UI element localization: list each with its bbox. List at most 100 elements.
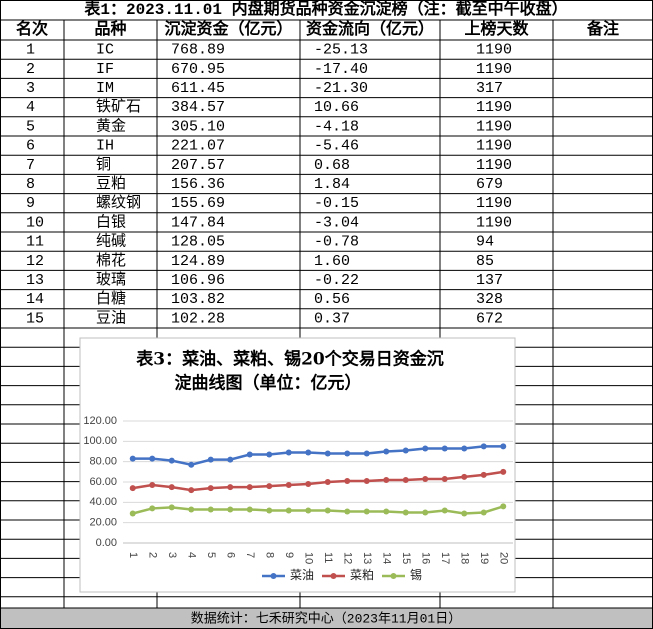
x-tick-label: 6 <box>224 552 236 558</box>
point <box>402 447 409 454</box>
legend-marker <box>270 573 277 579</box>
point <box>207 485 214 492</box>
table-cell: 147.84 <box>171 214 225 231</box>
table-cell: -21.30 <box>314 80 368 97</box>
point <box>149 505 156 512</box>
header-cell: 上榜天数 <box>464 19 529 39</box>
point <box>461 510 468 517</box>
table-cell: 2 <box>26 61 35 78</box>
point <box>480 443 487 450</box>
table-cell: 85 <box>476 253 494 270</box>
table-cell: 1 <box>26 42 35 59</box>
point <box>500 503 507 510</box>
point <box>188 461 195 468</box>
table-cell: 1190 <box>476 214 512 231</box>
table-cell: 11 <box>26 234 44 251</box>
x-tick-label: 19 <box>478 552 490 564</box>
x-tick-label: 17 <box>439 552 451 564</box>
point <box>285 449 292 456</box>
table-cell: 384.57 <box>171 99 225 116</box>
table-cell: 白糖 <box>96 290 126 308</box>
table-cell: 1.60 <box>314 253 350 270</box>
table-cell: 6 <box>26 138 35 155</box>
table-cell: 305.10 <box>171 118 225 135</box>
table-cell: IC <box>96 42 114 59</box>
point <box>324 479 331 485</box>
table-cell: 9 <box>26 195 35 212</box>
table-cell: 纯碱 <box>96 233 126 251</box>
point <box>149 455 156 462</box>
header-cell: 名次 <box>16 19 48 39</box>
y-tick-label: 80.00 <box>89 456 117 468</box>
header-cell: 资金流向（亿元） <box>306 19 434 39</box>
table-cell: -25.13 <box>314 42 368 59</box>
table-cell: 128.05 <box>171 234 225 251</box>
point <box>266 451 273 458</box>
point <box>149 482 156 489</box>
legend-label: 菜油 <box>290 568 314 582</box>
x-tick-label: 13 <box>361 552 373 564</box>
y-tick-label: 120.00 <box>83 415 117 427</box>
table-cell: 207.57 <box>171 157 225 174</box>
footer: 数据统计：七禾研究中心（2023年11月01日） <box>191 611 461 626</box>
x-tick-label: 10 <box>302 552 314 564</box>
table-cell: -3.04 <box>314 214 359 231</box>
point <box>305 449 312 456</box>
header-cell: 备注 <box>586 19 619 39</box>
point <box>344 450 351 457</box>
table-cell: 铜 <box>96 156 111 174</box>
table-cell: 1190 <box>476 99 512 116</box>
x-tick-label: 4 <box>185 552 197 558</box>
table-cell: 155.69 <box>171 195 225 212</box>
point <box>383 476 390 483</box>
x-tick-label: 8 <box>263 552 275 558</box>
series-line <box>132 470 504 492</box>
x-tick-label: 2 <box>146 552 158 558</box>
table-cell: -5.46 <box>314 138 359 155</box>
x-tick-label: 5 <box>205 552 217 558</box>
table-cell: 124.89 <box>171 253 225 270</box>
table-cell: -0.22 <box>314 272 359 289</box>
point <box>227 484 234 491</box>
point <box>129 485 136 492</box>
table-cell: 15 <box>26 310 44 327</box>
table-cell: 1190 <box>476 42 512 59</box>
table-cell: 0.56 <box>314 291 350 308</box>
point <box>246 484 253 491</box>
table-cell: -0.78 <box>314 234 359 251</box>
point <box>305 507 312 514</box>
table-cell: 7 <box>26 157 35 174</box>
x-tick-label: 16 <box>419 552 431 564</box>
table-cell: 10 <box>26 214 44 231</box>
x-tick-label: 7 <box>244 552 256 558</box>
point <box>441 507 448 514</box>
legend-label: 菜粕 <box>350 567 374 582</box>
legend-marker <box>330 573 337 579</box>
point <box>363 508 370 515</box>
point <box>324 507 331 514</box>
point <box>461 473 468 480</box>
table-cell: 豆油 <box>96 309 126 327</box>
table-cell: 8 <box>26 176 35 193</box>
point <box>188 506 195 513</box>
point <box>168 484 175 491</box>
y-tick-label: 60.00 <box>89 476 117 488</box>
table-cell: 611.45 <box>171 80 225 97</box>
table-cell: 4 <box>26 99 35 116</box>
point <box>402 509 409 516</box>
point <box>480 471 487 478</box>
chart-title: 表3：菜油、菜粕、锡20个交易日资金沉 <box>136 349 444 370</box>
point <box>285 507 292 514</box>
x-tick-label: 14 <box>380 552 392 564</box>
table-cell: 0.37 <box>314 310 350 327</box>
point <box>246 506 253 513</box>
y-tick-label: 20.00 <box>89 517 117 529</box>
point <box>500 468 507 475</box>
table-cell: 102.28 <box>171 310 225 327</box>
point <box>129 510 136 517</box>
table-cell: IM <box>96 80 114 97</box>
series-line <box>132 505 504 515</box>
table-cell: 白银 <box>96 213 126 231</box>
table-cell: 156.36 <box>171 176 225 193</box>
